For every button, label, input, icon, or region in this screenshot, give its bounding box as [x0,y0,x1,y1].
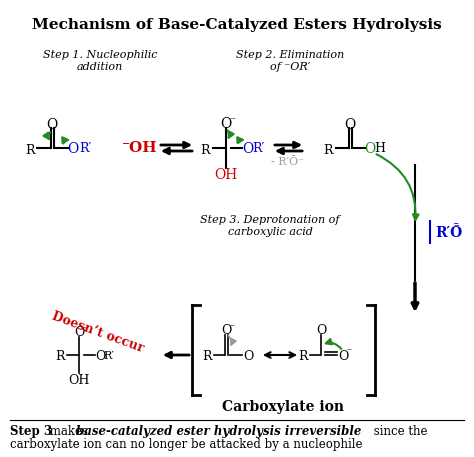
Text: addition: addition [77,62,123,72]
Text: R′Ō: R′Ō [435,226,462,240]
Text: OH: OH [68,374,90,388]
Text: - R′Ō⁻: - R′Ō⁻ [272,157,304,167]
Text: Doesn’t occur: Doesn’t occur [50,309,146,355]
Text: O: O [46,118,58,132]
Text: Carboxylate ion: Carboxylate ion [222,400,344,414]
Text: R: R [200,143,210,156]
Text: R: R [323,143,333,156]
Text: OH: OH [214,168,237,182]
Text: R′: R′ [79,143,91,155]
Text: ⁻: ⁻ [82,325,87,335]
Text: R: R [25,143,35,156]
Text: R: R [55,351,65,363]
Text: O: O [365,142,375,156]
Text: O: O [67,142,79,156]
Text: makes: makes [46,425,92,438]
Text: ⁻: ⁻ [346,347,352,357]
Text: carboxylate ion can no longer be attacked by a nucleophile: carboxylate ion can no longer be attacke… [10,438,363,451]
Text: O: O [345,118,356,132]
Text: Step 2. Elimination: Step 2. Elimination [236,50,344,60]
Text: O: O [243,350,253,362]
Text: Step 3: Step 3 [10,425,52,438]
Text: O: O [316,324,326,338]
Text: base-catalyzed ester hydrolysis irreversible: base-catalyzed ester hydrolysis irrevers… [76,425,361,438]
Text: of ⁻OR′: of ⁻OR′ [270,62,310,72]
Text: O: O [220,117,232,131]
Text: R′: R′ [252,143,264,155]
Text: O: O [95,350,105,362]
Text: Mechanism of Base-Catalyzed Esters Hydrolysis: Mechanism of Base-Catalyzed Esters Hydro… [32,18,442,32]
Text: H: H [374,143,385,155]
Text: since the: since the [370,425,428,438]
Text: R: R [298,351,308,363]
Text: R′: R′ [104,351,114,361]
Text: O: O [338,350,348,362]
Text: ⁻: ⁻ [229,323,235,333]
Text: O: O [74,326,84,340]
Text: R: R [202,351,212,363]
Text: ⁻: ⁻ [229,116,235,126]
Text: ⁻: ⁻ [453,223,459,234]
Text: Step 1. Nucleophilic: Step 1. Nucleophilic [43,50,157,60]
Text: ⁻OH: ⁻OH [122,141,158,155]
Text: Step 3. Deprotonation of: Step 3. Deprotonation of [200,215,340,225]
Text: O: O [242,142,254,156]
Text: carboxylic acid: carboxylic acid [228,227,312,237]
Text: O: O [221,324,231,338]
